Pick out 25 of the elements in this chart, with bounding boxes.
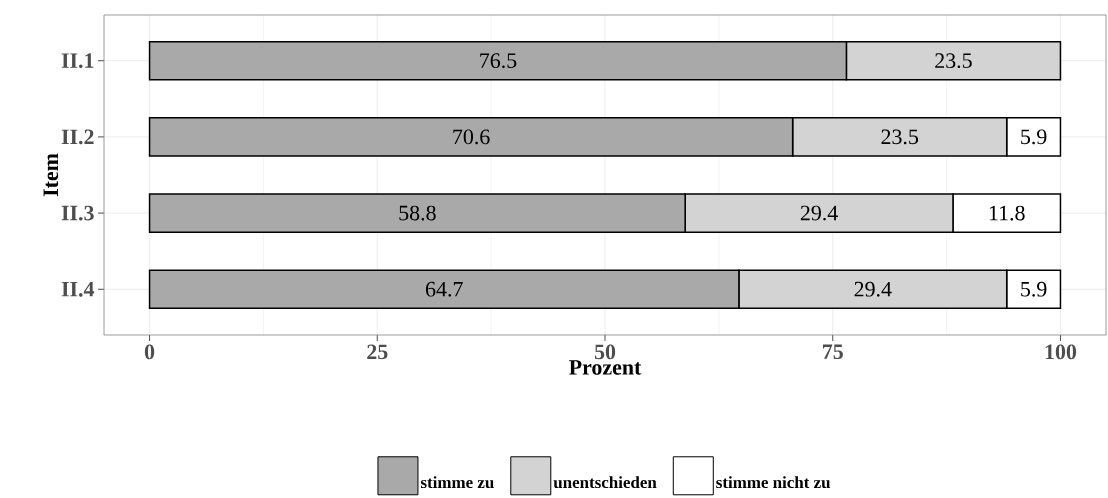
data-label: 23.5 — [881, 129, 919, 145]
x-tick-label: 25 — [367, 344, 388, 360]
data-label: 58.8 — [399, 205, 436, 221]
y-tick-label: II.3 — [61, 205, 94, 221]
data-label: 64.7 — [425, 281, 463, 297]
data-label: 23.5 — [935, 53, 972, 69]
y-tick-label: II.2 — [61, 129, 94, 145]
y-axis-title: Item — [43, 153, 59, 197]
x-tick-label: 0 — [144, 344, 155, 360]
x-tick-label: 75 — [823, 344, 843, 360]
data-label: 5.9 — [1021, 281, 1047, 297]
x-tick-label: 100 — [1045, 344, 1077, 360]
data-label: 29.4 — [800, 205, 838, 221]
data-label: 76.5 — [480, 53, 517, 69]
legend-label: unentschieden — [553, 476, 657, 489]
x-tick-label: 50 — [594, 344, 616, 360]
data-label: 29.4 — [854, 281, 892, 297]
x-axis-title: Prozent — [569, 360, 642, 375]
legend-label: stimme zu — [420, 476, 494, 489]
legend-label: stimme nicht zu — [716, 476, 831, 489]
y-tick-label: II.4 — [61, 281, 95, 297]
data-label: 70.6 — [453, 129, 490, 145]
data-label: 11.8 — [989, 205, 1025, 221]
y-tick-label: II.1 — [61, 53, 94, 69]
data-label: 5.9 — [1021, 129, 1047, 145]
